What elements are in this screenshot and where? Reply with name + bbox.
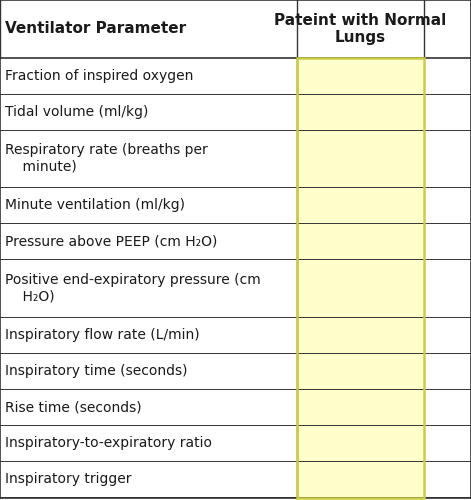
Bar xyxy=(0,426,297,462)
Bar xyxy=(423,188,471,224)
Text: Respiratory rate (breaths per
    minute): Respiratory rate (breaths per minute) xyxy=(5,144,207,174)
Text: Rise time (seconds): Rise time (seconds) xyxy=(5,400,141,414)
Text: Tidal volume (ml/kg): Tidal volume (ml/kg) xyxy=(5,104,148,118)
Bar xyxy=(297,426,423,462)
Bar xyxy=(0,260,297,317)
Bar xyxy=(297,317,423,353)
Text: Pateint with Normal
Lungs: Pateint with Normal Lungs xyxy=(274,12,446,45)
Bar xyxy=(423,317,471,353)
Text: Inspiratory time (seconds): Inspiratory time (seconds) xyxy=(5,364,187,378)
Text: Minute ventilation (ml/kg): Minute ventilation (ml/kg) xyxy=(5,198,185,212)
Bar xyxy=(297,58,423,94)
Bar xyxy=(0,224,297,260)
Bar xyxy=(297,188,423,224)
Bar xyxy=(423,130,471,188)
Bar xyxy=(0,462,297,498)
Text: Inspiratory flow rate (L/min): Inspiratory flow rate (L/min) xyxy=(5,328,199,342)
Text: Positive end-expiratory pressure (cm
    H₂O): Positive end-expiratory pressure (cm H₂O… xyxy=(5,273,260,304)
Bar xyxy=(297,353,423,390)
Bar xyxy=(0,390,297,426)
Text: Inspiratory-to-expiratory ratio: Inspiratory-to-expiratory ratio xyxy=(5,436,211,450)
Bar xyxy=(0,130,297,188)
Bar xyxy=(0,0,471,58)
Bar xyxy=(423,390,471,426)
Text: Inspiratory trigger: Inspiratory trigger xyxy=(5,472,131,486)
Text: Pressure above PEEP (cm H₂O): Pressure above PEEP (cm H₂O) xyxy=(5,234,217,248)
Bar xyxy=(297,390,423,426)
Text: Fraction of inspired oxygen: Fraction of inspired oxygen xyxy=(5,68,193,82)
Bar xyxy=(297,130,423,188)
Bar xyxy=(0,353,297,390)
Bar xyxy=(0,58,297,94)
Bar xyxy=(423,224,471,260)
Bar xyxy=(0,317,297,353)
Text: Ventilator Parameter: Ventilator Parameter xyxy=(5,21,186,36)
Bar xyxy=(0,94,297,130)
Bar xyxy=(297,462,423,498)
Bar xyxy=(297,94,423,130)
Bar xyxy=(0,188,297,224)
Bar xyxy=(423,353,471,390)
Bar xyxy=(297,260,423,317)
Bar xyxy=(423,260,471,317)
Bar xyxy=(297,58,423,498)
Bar xyxy=(297,224,423,260)
Bar xyxy=(423,58,471,94)
Bar xyxy=(423,426,471,462)
Bar xyxy=(423,94,471,130)
Bar xyxy=(423,462,471,498)
